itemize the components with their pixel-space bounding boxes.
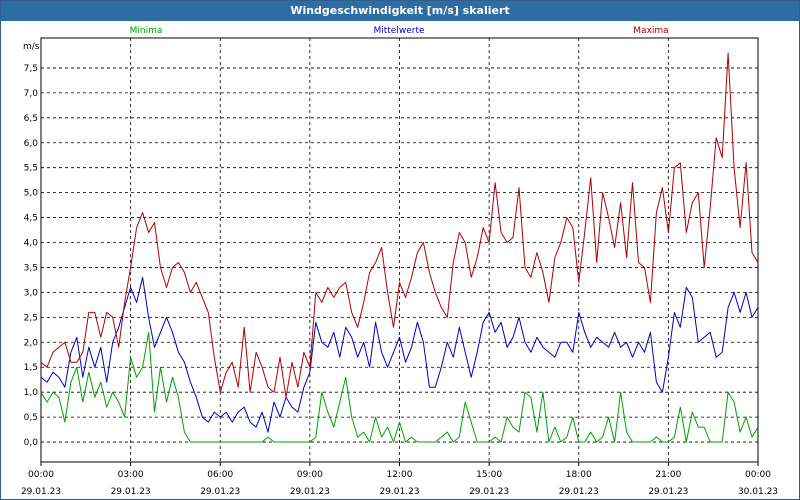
x-tick-time: 18:00 <box>566 470 592 480</box>
legend-mittelwerte: Mittelwerte <box>373 26 424 36</box>
x-tick-date: 29.01.23 <box>648 487 688 497</box>
y-tick-label: 6,0 <box>24 139 39 149</box>
y-tick-label: 3,0 <box>24 288 39 298</box>
y-tick-label: 2,5 <box>24 313 38 323</box>
x-tick-date: 29.01.23 <box>559 487 599 497</box>
x-tick-time: 03:00 <box>118 470 144 480</box>
x-tick-date: 29.01.23 <box>21 487 61 497</box>
y-tick-label: 2,0 <box>24 338 39 348</box>
x-tick-time: 15:00 <box>476 470 502 480</box>
y-tick-label: 6,5 <box>24 114 38 124</box>
x-tick-time: 21:00 <box>655 470 681 480</box>
series-line-minima <box>40 331 759 443</box>
grid-lines <box>40 38 759 466</box>
x-tick-date: 29.01.23 <box>111 487 151 497</box>
y-tick-label: 4,5 <box>24 214 38 224</box>
y-tick-label: 0,0 <box>24 438 39 448</box>
x-tick-date: 29.01.23 <box>379 487 419 497</box>
x-tick-date: 29.01.23 <box>290 487 330 497</box>
y-tick-label: 5,5 <box>24 164 38 174</box>
y-tick-label: 0,5 <box>24 413 38 423</box>
x-tick-time: 00:00 <box>28 470 54 480</box>
series-line-maxima <box>40 52 759 398</box>
y-tick-label: 4,0 <box>24 239 39 249</box>
x-tick-labels: 00:00 29.01.23 03:00 29.01.23 06:00 29.01.23 0… <box>21 470 778 497</box>
legend: Minima Mittelwerte Maxima <box>130 26 669 36</box>
y-tick-label: 5,0 <box>24 189 39 199</box>
chart-title: Windgeschwindigkeit [m/s] skaliert <box>1 1 799 21</box>
legend-minima: Minima <box>130 26 163 36</box>
x-tick-date: 29.01.23 <box>469 487 509 497</box>
x-tick-time: 09:00 <box>297 470 323 480</box>
y-tick-label: 7,5 <box>24 64 38 74</box>
x-tick-date: 30.01.23 <box>738 487 778 497</box>
y-tick-label: 7,0 <box>24 89 39 99</box>
x-tick-time: 12:00 <box>387 470 413 480</box>
x-tick-date: 29.01.23 <box>200 487 240 497</box>
x-tick-time: 06:00 <box>207 470 233 480</box>
series-lines <box>40 52 759 443</box>
y-tick-label: 3,5 <box>24 263 38 273</box>
legend-maxima: Maxima <box>633 26 668 36</box>
y-tick-label: 1,0 <box>24 388 39 398</box>
x-tick-time: 00:00 <box>745 470 771 480</box>
y-axis-label: m/s <box>23 42 40 52</box>
y-tick-label: 1,5 <box>24 363 38 373</box>
y-tick-labels: 0,0 0,5 1,0 1,5 2,0 2,5 3,0 3,5 4,0 4,5 5,0 5,5 6,0 6… <box>24 64 39 448</box>
series-line-mittelwerte <box>40 276 759 433</box>
